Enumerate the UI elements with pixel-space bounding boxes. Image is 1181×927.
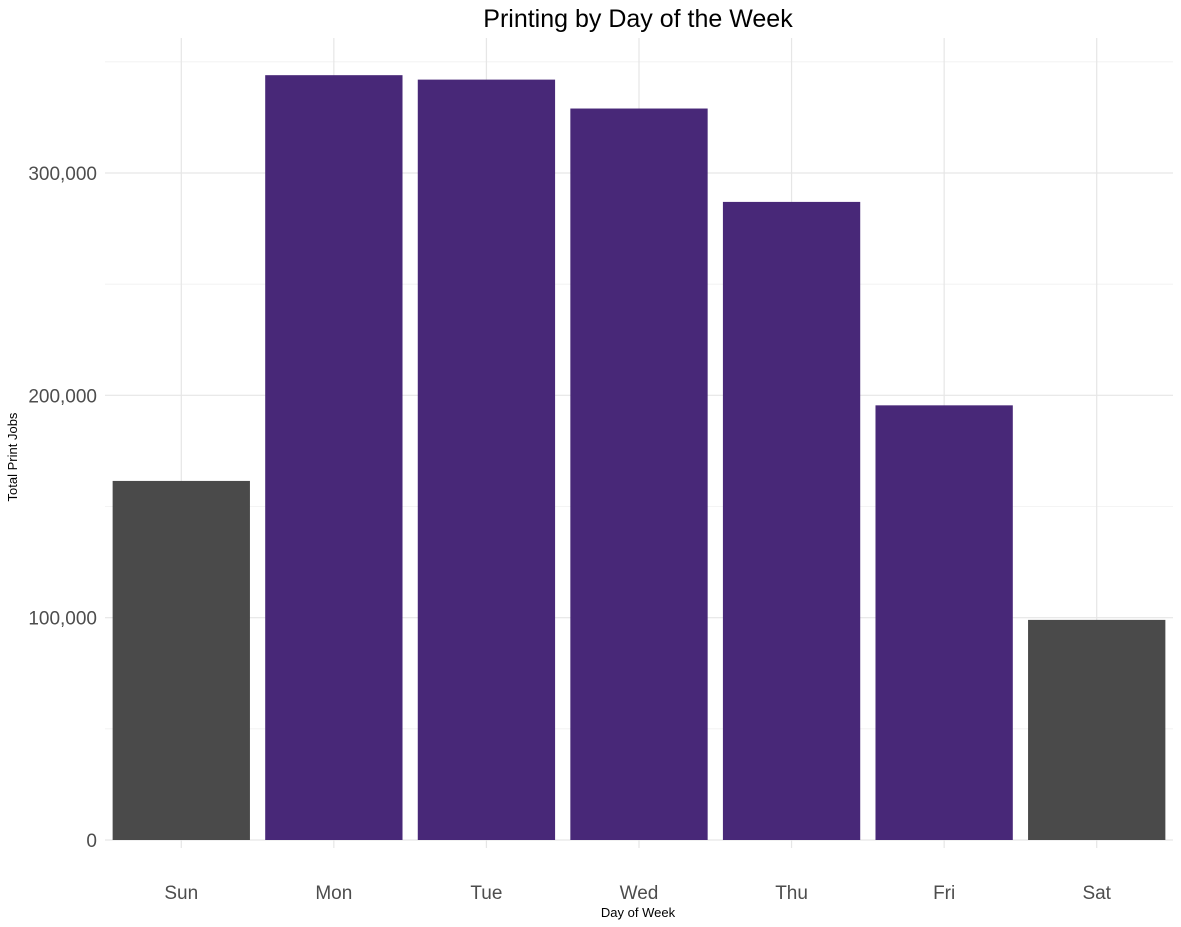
x-tick-label: Mon (315, 883, 352, 904)
y-axis-ticks: 0 100,000 200,000 300,000 (28, 164, 97, 852)
x-axis-title: Day of Week (601, 905, 676, 920)
bar-mon (265, 75, 403, 840)
bar-wed (570, 108, 708, 841)
chart-title: Printing by Day of the Week (483, 5, 793, 33)
x-axis-ticks: Sun Mon Tue Wed Thu Fri Sat (164, 883, 1111, 904)
bar-sun (112, 480, 250, 840)
bar-layer (112, 75, 1166, 841)
x-tick-label: Wed (620, 883, 659, 904)
y-tick-label: 300,000 (28, 164, 97, 185)
y-tick-label: 200,000 (28, 386, 97, 407)
x-tick-label: Tue (470, 883, 502, 904)
y-tick-label: 100,000 (28, 609, 97, 630)
y-axis-title: Total Print Jobs (5, 412, 20, 501)
x-tick-label: Fri (933, 883, 955, 904)
bar-fri (875, 405, 1013, 840)
bar-thu (722, 201, 861, 841)
y-tick-label: 0 (86, 831, 97, 852)
x-tick-label: Thu (775, 883, 808, 904)
bar-sat (1028, 619, 1166, 840)
x-tick-label: Sun (164, 883, 198, 904)
bar-tue (417, 79, 556, 841)
x-tick-label: Sat (1082, 883, 1111, 904)
